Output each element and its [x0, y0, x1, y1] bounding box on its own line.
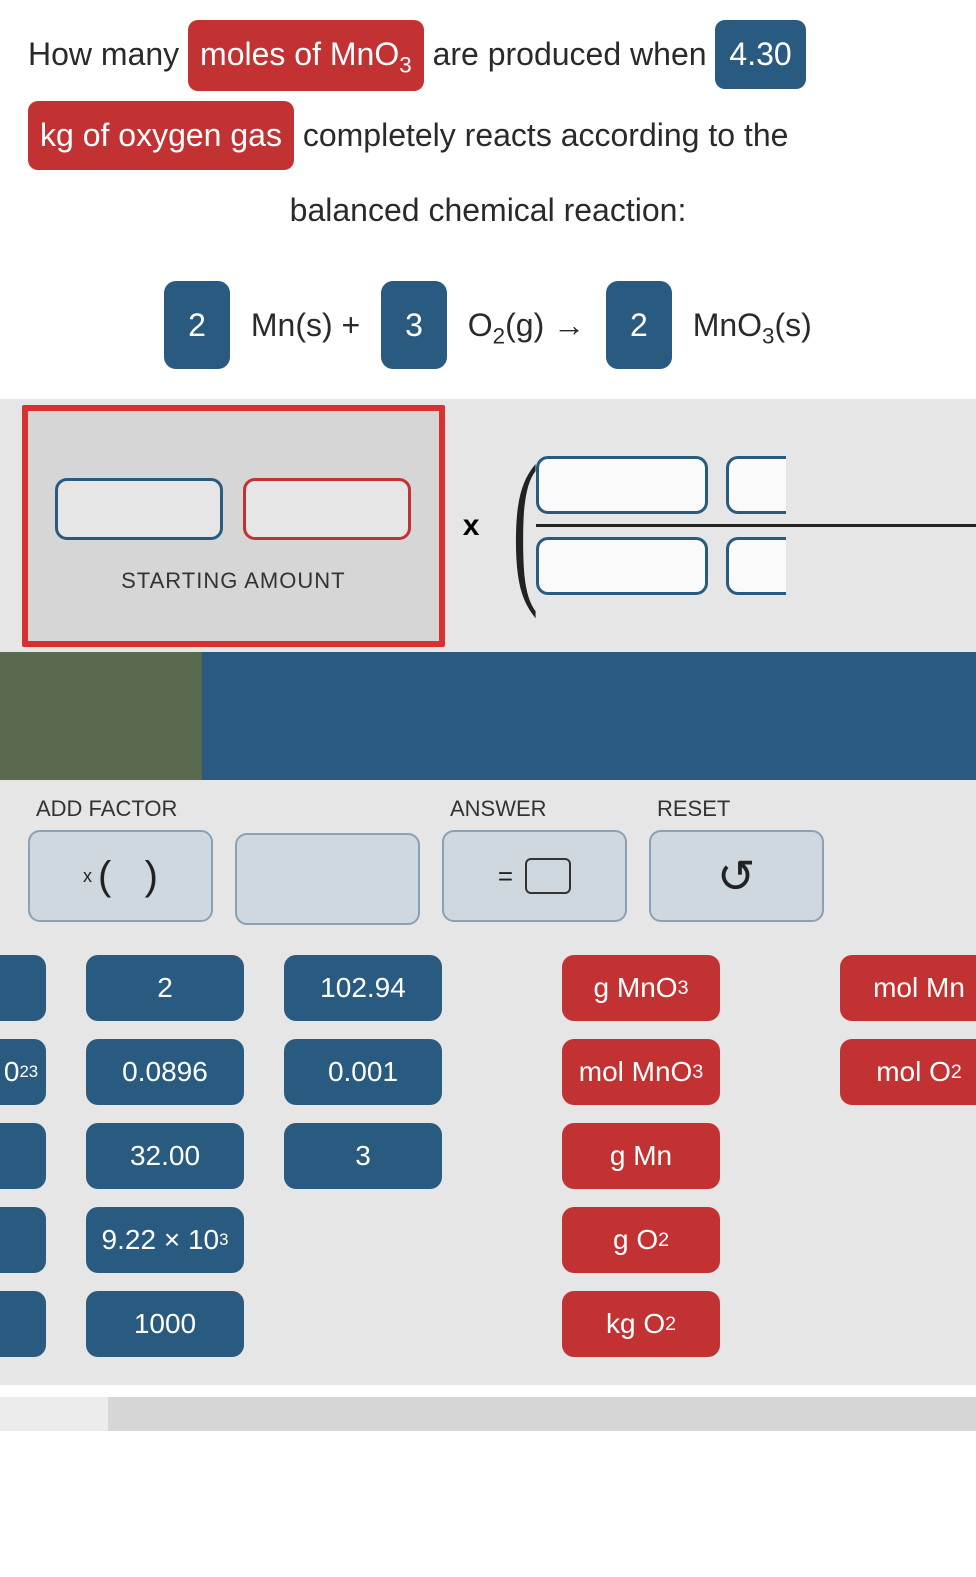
tile-mol-o2[interactable]: mol O2 — [840, 1039, 976, 1105]
start-value-slot[interactable] — [55, 478, 223, 540]
q-text: are produced when — [433, 36, 707, 72]
reset-col: RESET ↻ — [649, 796, 824, 925]
starting-amount-box[interactable]: STARTING AMOUNT — [22, 405, 445, 647]
tile-g-mn[interactable]: g Mn — [562, 1123, 720, 1189]
fraction — [536, 446, 976, 605]
coeff-3: 2 — [606, 281, 672, 370]
question-line-2: kg of oxygen gas completely reacts accor… — [28, 101, 948, 170]
blank-button[interactable] — [235, 833, 420, 925]
chip-moles-mno3: moles of MnO3 — [188, 20, 424, 91]
coeff-1: 2 — [164, 281, 230, 370]
tile-2[interactable]: 2 — [86, 955, 244, 1021]
tile-102-94[interactable]: 102.94 — [284, 955, 442, 1021]
answer-label: ANSWER — [450, 796, 627, 822]
controls-row: ADD FACTOR x( ) ANSWER = RESET ↻ — [0, 780, 976, 949]
tile-0-001[interactable]: 0.001 — [284, 1039, 442, 1105]
undo-icon: ↻ — [717, 849, 756, 903]
tile-avogadro-stub[interactable]: 023 — [0, 1039, 46, 1105]
answer-button[interactable]: = — [442, 830, 627, 922]
start-inputs — [55, 478, 411, 540]
chip-value: 4.30 — [715, 20, 805, 89]
tile-3[interactable]: 3 — [284, 1123, 442, 1189]
tile-mol-mno3[interactable]: mol MnO3 — [562, 1039, 720, 1105]
tile-0-0896[interactable]: 0.0896 — [86, 1039, 244, 1105]
question-line-3: balanced chemical reaction: — [28, 180, 948, 241]
numerator-value-slot[interactable] — [536, 456, 708, 514]
tile-stub[interactable] — [0, 1207, 46, 1273]
start-unit-slot[interactable] — [243, 478, 411, 540]
chip-kg-oxygen: kg of oxygen gas — [28, 101, 294, 170]
denominator-unit-slot[interactable] — [726, 537, 786, 595]
tile-1000[interactable]: 1000 — [86, 1291, 244, 1357]
starting-amount-label: STARTING AMOUNT — [121, 568, 345, 594]
coeff-2: 3 — [381, 281, 447, 370]
denominator-value-slot[interactable] — [536, 537, 708, 595]
denominator-row — [536, 527, 976, 605]
q-text: How many — [28, 36, 179, 72]
small-x-icon: x — [83, 866, 92, 887]
tile-g-o2[interactable]: g O2 — [562, 1207, 720, 1273]
footer-bar — [0, 1397, 976, 1431]
question-line-1: How many moles of MnO3 are produced when… — [28, 20, 948, 91]
tile-mol-mn[interactable]: mol Mn — [840, 955, 976, 1021]
tile-stub[interactable] — [0, 955, 46, 1021]
tile-kg-o2[interactable]: kg O2 — [562, 1291, 720, 1357]
left-paren-icon: ( — [513, 466, 538, 585]
reset-label: RESET — [657, 796, 824, 822]
numerator-unit-slot[interactable] — [726, 456, 786, 514]
multiply-symbol: x — [463, 509, 480, 543]
species-3: MnO3(s) — [693, 307, 812, 343]
tile-stub[interactable] — [0, 1123, 46, 1189]
tile-9-22e3[interactable]: 9.22 × 103 — [86, 1207, 244, 1273]
balanced-equation: 2 Mn(s) + 3 O2(g) → 2 MnO3(s) — [28, 281, 948, 370]
species-1: Mn(s) + — [251, 307, 360, 343]
tile-palette: 2 102.94 g MnO3 mol Mn 023 0.0896 0.001 … — [0, 949, 976, 1385]
add-factor-button[interactable]: x( ) — [28, 830, 213, 922]
equals-icon: = — [498, 861, 513, 892]
tile-32-00[interactable]: 32.00 — [86, 1123, 244, 1189]
answer-slot — [525, 858, 571, 894]
answer-col: ANSWER = — [442, 796, 627, 925]
work-area: STARTING AMOUNT x ( — [0, 399, 976, 652]
add-factor-label: ADD FACTOR — [36, 796, 213, 822]
add-factor-col: ADD FACTOR x( ) — [28, 796, 213, 925]
reset-button[interactable]: ↻ — [649, 830, 824, 922]
q-text: completely reacts according to the — [303, 117, 789, 153]
question-text: How many moles of MnO3 are produced when… — [0, 0, 976, 399]
progress-bar — [0, 652, 976, 780]
numerator-row — [536, 446, 976, 524]
tile-stub[interactable] — [0, 1291, 46, 1357]
tile-g-mno3[interactable]: g MnO3 — [562, 955, 720, 1021]
blank-col — [235, 796, 420, 925]
conversion-factor: ( — [497, 446, 976, 605]
species-2: O2(g) → — [468, 307, 594, 343]
progress-fill — [0, 652, 202, 780]
